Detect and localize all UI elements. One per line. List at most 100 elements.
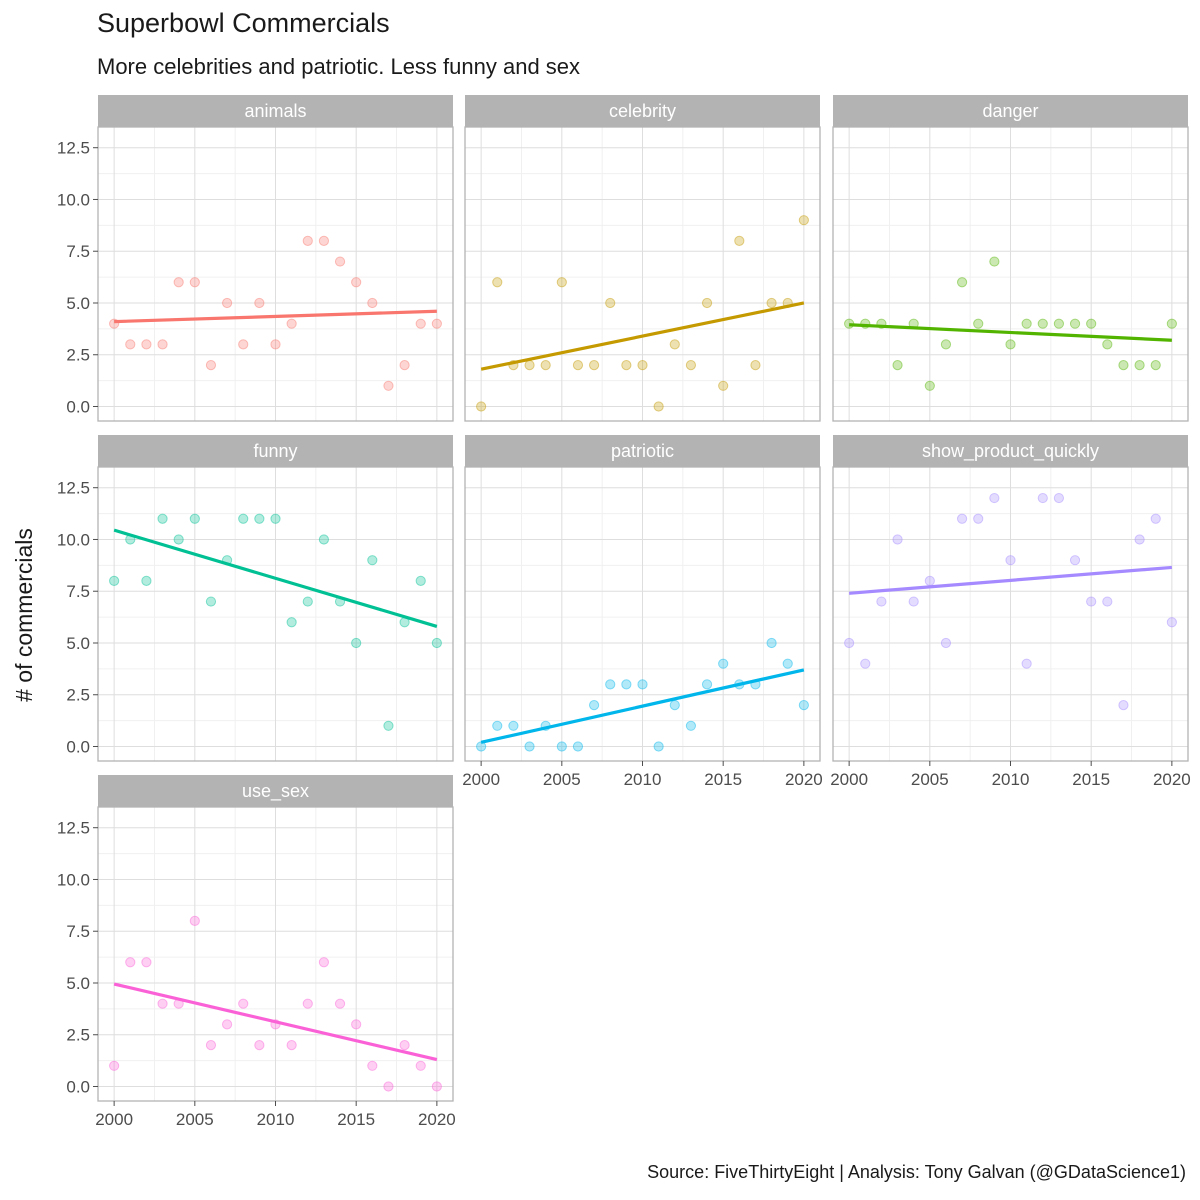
facet-strip <box>98 95 453 127</box>
data-point <box>351 637 362 649</box>
source-caption: Source: FiveThirtyEight | Analysis: Tony… <box>647 1162 1186 1182</box>
data-point <box>1037 318 1048 329</box>
data-point <box>653 401 664 412</box>
data-point <box>1086 596 1097 607</box>
data-point <box>189 277 200 288</box>
data-point <box>956 513 968 524</box>
data-point <box>892 534 903 545</box>
x-tick-label: 2005 <box>176 1110 214 1129</box>
y-tick-label: 5.0 <box>66 294 90 313</box>
data-point <box>109 1060 120 1071</box>
panel-border <box>832 126 1189 422</box>
data-point <box>750 359 761 371</box>
y-tick-label: 2.5 <box>66 346 90 365</box>
x-tick-label: 2015 <box>704 770 742 789</box>
data-point <box>669 699 680 711</box>
y-tick-label: 7.5 <box>66 242 90 261</box>
facet-strip-label: show_product_quickly <box>922 441 1099 462</box>
data-point <box>556 741 567 752</box>
data-point <box>1150 513 1161 524</box>
data-point <box>508 720 519 731</box>
data-point <box>973 513 984 524</box>
trend-line <box>480 301 805 371</box>
data-point <box>844 637 855 649</box>
data-point <box>973 318 984 329</box>
facet-use_sex: use_sex 0.0 2.5 5.0 7.5 10.0 12.5 2000 2005 2010 2… <box>57 775 456 1129</box>
y-tick-label: 2.5 <box>66 686 90 705</box>
data-point <box>238 513 249 524</box>
data-point <box>1102 339 1113 350</box>
facet-show_product_quickly: show_product_quickly 2000 2005 2010 2015 2020 <box>830 435 1191 789</box>
facet-strip-label: animals <box>244 101 306 121</box>
facet-animals: animals 0.0 2.5 5.0 7.5 10.0 12.5 <box>57 95 454 422</box>
x-tick-label: 2020 <box>1153 770 1191 789</box>
y-tick-label: 0.0 <box>66 738 90 757</box>
data-point <box>205 359 217 371</box>
data-point <box>1118 699 1129 711</box>
data-point <box>718 380 729 391</box>
x-tick-label: 2010 <box>992 770 1030 789</box>
data-point <box>798 215 809 226</box>
data-point <box>189 513 200 524</box>
data-point <box>141 575 152 586</box>
data-point <box>383 720 394 731</box>
data-point <box>141 957 152 968</box>
data-point <box>685 359 697 371</box>
facet-strip-label: use_sex <box>242 781 309 802</box>
data-point <box>588 359 600 371</box>
data-point <box>286 1039 297 1051</box>
data-point <box>956 277 968 288</box>
data-point <box>270 513 281 524</box>
data-point <box>302 596 313 607</box>
facet-funny: funny 0.0 2.5 5.0 7.5 10.0 12.5 <box>57 435 454 762</box>
data-point <box>718 658 729 669</box>
data-point <box>415 575 426 586</box>
data-point <box>476 741 487 752</box>
data-point <box>621 679 632 690</box>
panel-border <box>97 126 454 422</box>
data-point <box>524 359 535 371</box>
data-point <box>351 277 362 288</box>
facet-strip <box>465 95 820 127</box>
data-point <box>1053 492 1065 504</box>
data-point <box>254 1039 265 1051</box>
data-point <box>1005 339 1016 350</box>
y-tick-label: 10.0 <box>57 870 90 889</box>
x-tick-label: 2005 <box>543 770 581 789</box>
y-tick-label: 0.0 <box>66 398 90 417</box>
data-point <box>1134 534 1145 545</box>
data-point <box>125 957 136 968</box>
data-point <box>270 339 281 350</box>
data-point <box>383 380 394 391</box>
data-point <box>302 998 313 1009</box>
data-point <box>1005 555 1016 566</box>
data-point <box>157 513 168 524</box>
facet-celebrity: celebrity <box>464 95 821 422</box>
data-point <box>286 617 297 628</box>
facet-strip <box>98 435 453 467</box>
y-tick-label: 12.5 <box>57 139 90 158</box>
data-point <box>205 1039 217 1051</box>
data-point <box>334 998 346 1009</box>
x-tick-label: 2005 <box>911 770 949 789</box>
data-point <box>221 1019 233 1030</box>
x-tick-label: 2015 <box>337 1110 375 1129</box>
y-tick-label: 5.0 <box>66 634 90 653</box>
x-tick-label: 2015 <box>1072 770 1110 789</box>
y-tick-label: 10.0 <box>57 530 90 549</box>
data-point <box>492 720 503 731</box>
page-title: Superbowl Commercials <box>97 8 390 38</box>
facet-strip-label: danger <box>982 101 1038 121</box>
data-point <box>318 235 330 246</box>
y-tick-label: 2.5 <box>66 1026 90 1045</box>
data-point <box>334 256 346 267</box>
x-tick-label: 2010 <box>257 1110 295 1129</box>
data-point <box>669 339 680 350</box>
data-point <box>940 339 952 350</box>
facet-strip-label: celebrity <box>609 101 676 121</box>
facet-danger: danger <box>832 95 1189 422</box>
data-point <box>1102 596 1113 607</box>
data-point <box>1118 359 1129 371</box>
trend-line <box>480 668 805 744</box>
